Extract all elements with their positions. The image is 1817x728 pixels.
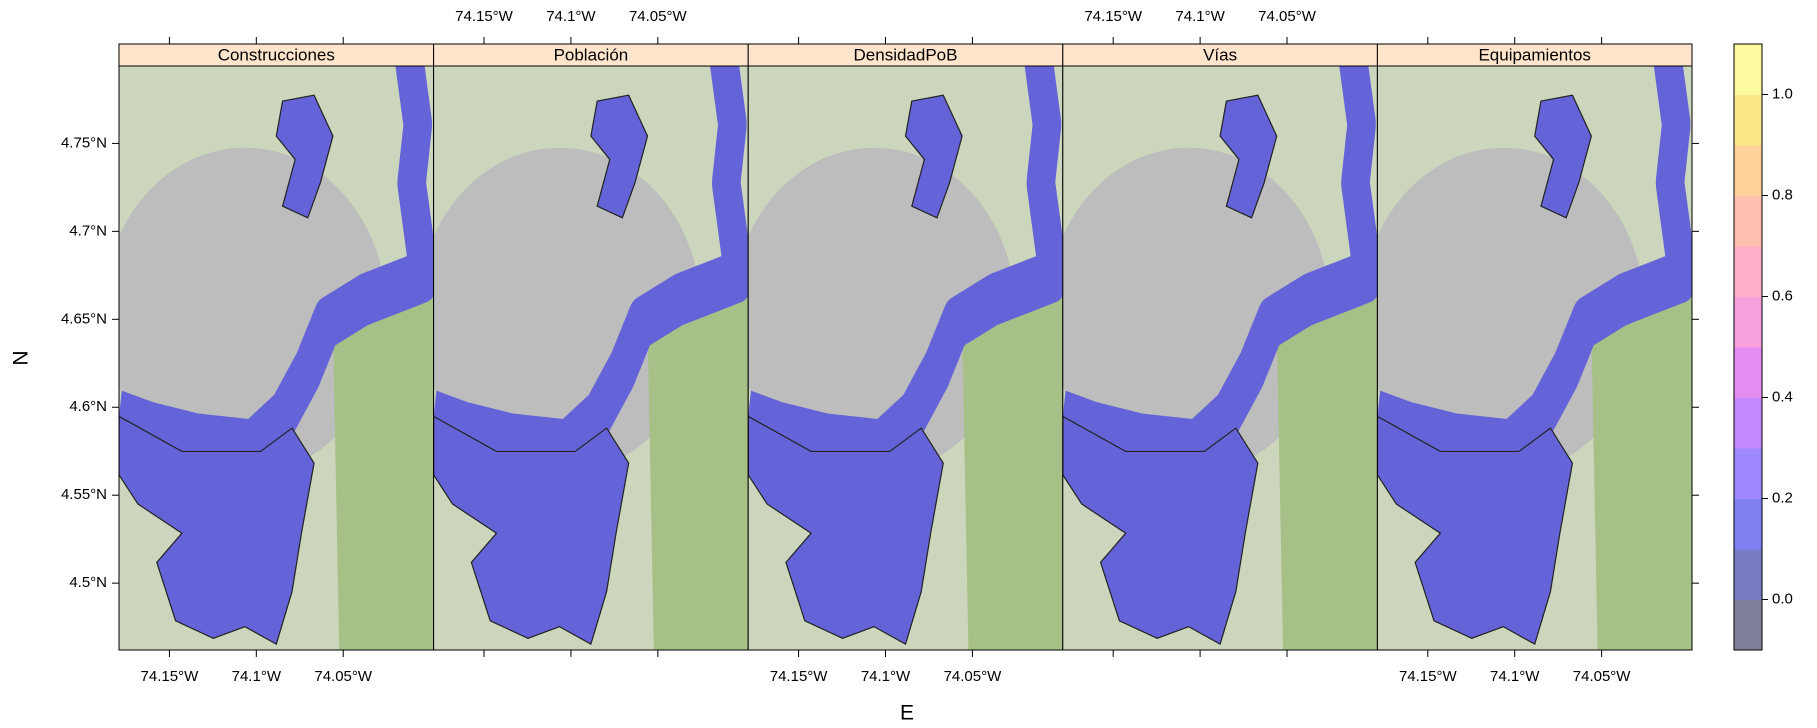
map-panel	[418, 54, 748, 650]
x-tick-label: 74.15°W	[1084, 8, 1143, 25]
x-axis-label: E	[900, 702, 914, 725]
colorbar-tick-label: 1.0	[1772, 85, 1793, 102]
y-tick-label: 4.6°N	[69, 398, 107, 415]
x-tick-label: 74.1°W	[232, 668, 282, 685]
x-tick-label: 74.15°W	[455, 8, 514, 25]
x-tick-label: 74.05°W	[944, 668, 1003, 685]
colorbar-tick-label: 0.4	[1772, 388, 1793, 405]
y-tick-label: 4.65°N	[61, 310, 107, 327]
colorbar-bin	[1734, 347, 1762, 398]
x-tick-label: 74.1°W	[1175, 8, 1225, 25]
x-tick-label: 74.15°W	[770, 668, 829, 685]
panel-title: Población	[554, 45, 629, 64]
colorbar-bin	[1734, 398, 1762, 449]
y-tick-label: 4.55°N	[61, 486, 107, 503]
mountain-area	[1277, 288, 1378, 650]
colorbar-tick-label: 0.8	[1772, 186, 1793, 203]
x-tick-label: 74.05°W	[629, 8, 688, 25]
y-tick-label: 4.7°N	[69, 222, 107, 239]
map-panel	[1047, 54, 1377, 650]
x-tick-label: 74.05°W	[1258, 8, 1317, 25]
x-tick-label: 74.1°W	[546, 8, 596, 25]
x-tick-label: 74.1°W	[1490, 668, 1540, 685]
chart: E N Construcciones 74.15°W 74.1°W 74.05°W Po…	[0, 0, 1817, 728]
map-panel	[732, 54, 1062, 650]
y-tick-label: 4.5°N	[69, 574, 107, 591]
colorbar-bin	[1734, 196, 1762, 247]
colorbar-tick-label: 0.6	[1772, 287, 1793, 304]
x-tick-label: 74.05°W	[314, 668, 373, 685]
panel-title: Vías	[1203, 45, 1237, 64]
colorbar-tick-label: 0.2	[1772, 489, 1793, 506]
x-tick-label: 74.15°W	[1399, 668, 1458, 685]
panel-title: Equipamientos	[1478, 45, 1590, 64]
colorbar-bin	[1734, 246, 1762, 297]
colorbar-bin	[1734, 95, 1762, 146]
colorbar-tick-label: 0.0	[1772, 590, 1793, 607]
colorbar-bin	[1734, 448, 1762, 499]
colorbar-bin	[1734, 145, 1762, 196]
colorbar-bin	[1734, 600, 1762, 651]
colorbar-bin	[1734, 549, 1762, 600]
y-axis-label: N	[10, 350, 33, 365]
panel-title: DensidadPoB	[854, 45, 958, 64]
mountain-area	[1591, 288, 1692, 650]
x-tick-label: 74.05°W	[1573, 668, 1632, 685]
map-panel	[1362, 54, 1692, 650]
map-panel	[103, 54, 433, 650]
panel-title: Construcciones	[218, 45, 335, 64]
colorbar-bin	[1734, 297, 1762, 348]
mountain-area	[333, 288, 434, 650]
y-tick-label: 4.75°N	[61, 134, 107, 151]
mountain-area	[648, 288, 749, 650]
x-tick-label: 74.1°W	[861, 668, 911, 685]
x-tick-label: 74.15°W	[141, 668, 200, 685]
colorbar-bin	[1734, 499, 1762, 550]
colorbar-bin	[1734, 44, 1762, 95]
mountain-area	[962, 288, 1063, 650]
